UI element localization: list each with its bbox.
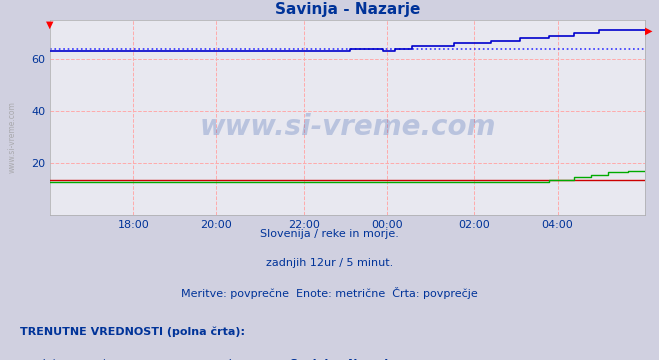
- Text: maks.:: maks.:: [211, 359, 248, 360]
- Text: TRENUTNE VREDNOSTI (polna črta):: TRENUTNE VREDNOSTI (polna črta):: [20, 327, 244, 337]
- Text: Savinja - Nazarje: Savinja - Nazarje: [290, 359, 395, 360]
- Text: www.si-vreme.com: www.si-vreme.com: [7, 101, 16, 173]
- Text: sedaj:: sedaj:: [26, 359, 60, 360]
- Text: min.:: min.:: [92, 359, 121, 360]
- Text: Meritve: povprečne  Enote: metrične  Črta: povprečje: Meritve: povprečne Enote: metrične Črta:…: [181, 287, 478, 299]
- Text: ▶: ▶: [645, 26, 652, 35]
- Text: www.si-vreme.com: www.si-vreme.com: [199, 113, 496, 141]
- Text: ▼: ▼: [46, 20, 54, 30]
- Text: Slovenija / reke in morje.: Slovenija / reke in morje.: [260, 229, 399, 239]
- Text: povpr.:: povpr.:: [152, 359, 190, 360]
- Text: zadnjih 12ur / 5 minut.: zadnjih 12ur / 5 minut.: [266, 258, 393, 268]
- Title: Savinja - Nazarje: Savinja - Nazarje: [275, 3, 420, 17]
